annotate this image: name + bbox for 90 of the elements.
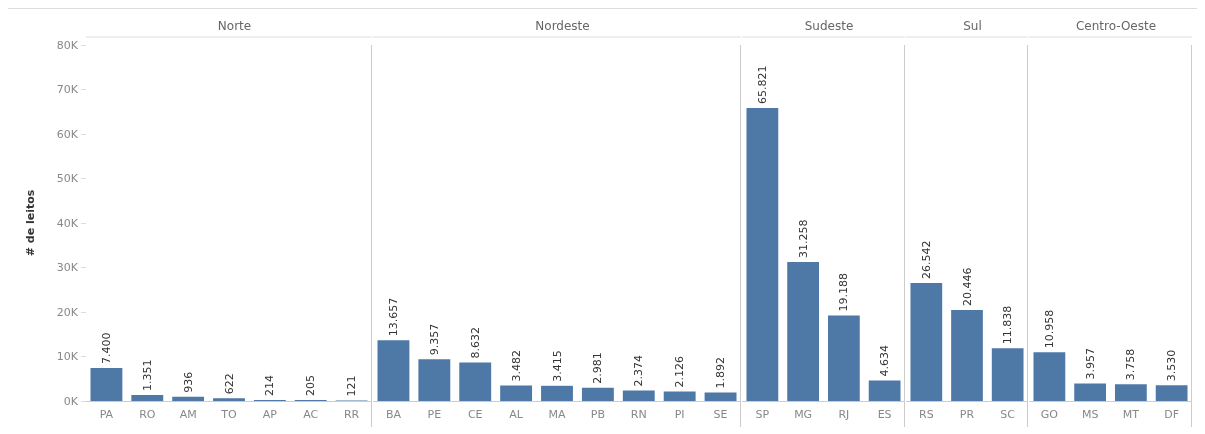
- bar: [418, 359, 451, 401]
- x-tick-label: MG: [794, 408, 813, 421]
- x-tick-label: MS: [1081, 408, 1099, 421]
- data-label: 31.258: [796, 219, 810, 258]
- data-label: 20.446: [960, 267, 974, 307]
- y-tick-label: 40K: [56, 216, 79, 230]
- x-tick-label: MT: [1122, 408, 1140, 421]
- chart-title: Centro-Oeste: [1075, 19, 1157, 33]
- data-label: 3.957: [1083, 347, 1097, 380]
- x-tick-label: PE: [427, 408, 442, 421]
- bar: [1114, 384, 1147, 401]
- x-tick-label: PI: [674, 408, 685, 421]
- bar: [541, 385, 573, 401]
- chart-title: Norte: [217, 19, 252, 33]
- bar: [377, 340, 410, 401]
- data-label: 3.482: [509, 350, 523, 382]
- x-tick-label: PB: [590, 408, 605, 421]
- chart-title: Sudeste: [804, 19, 854, 33]
- bar: [1155, 385, 1188, 401]
- x-tick-label: PR: [959, 408, 975, 421]
- bar: [90, 368, 123, 401]
- x-tick-label: RS: [919, 408, 934, 421]
- data-label: 7.400: [99, 332, 113, 365]
- data-label: 214: [263, 375, 277, 397]
- bar: [622, 390, 655, 401]
- bar: [827, 315, 860, 401]
- y-tick-label: 50K: [56, 172, 79, 185]
- bar: [213, 398, 245, 401]
- x-tick-label: SC: [1000, 408, 1016, 421]
- data-label: 205: [304, 375, 318, 397]
- data-label: 622: [222, 373, 236, 395]
- data-label: 65.821: [755, 65, 769, 105]
- bar: [1033, 352, 1066, 401]
- data-label: 3.758: [1124, 348, 1138, 381]
- x-tick-label: RN: [630, 408, 647, 421]
- y-tick-label: 20K: [56, 305, 79, 319]
- y-tick-label: 70K: [56, 83, 79, 96]
- x-tick-label: CE: [467, 408, 483, 421]
- bar: [746, 108, 779, 401]
- data-label: 26.542: [919, 240, 933, 279]
- data-label: 3.530: [1165, 349, 1179, 382]
- x-tick-label: AC: [303, 408, 319, 421]
- data-label: 1.351: [140, 359, 154, 391]
- x-tick-label: ES: [877, 408, 892, 421]
- x-tick-label: RR: [343, 408, 360, 421]
- x-tick-label: GO: [1040, 408, 1059, 421]
- x-tick-label: RJ: [838, 408, 850, 421]
- bar: [787, 261, 820, 401]
- bar: [581, 387, 614, 401]
- y-tick-label: 0K: [63, 394, 79, 408]
- x-tick-label: AL: [509, 408, 524, 421]
- y-axis-title: # de leitos: [24, 189, 37, 257]
- x-tick-label: BA: [385, 408, 402, 421]
- chart-title: Nordeste: [535, 19, 590, 33]
- bar: [663, 391, 696, 401]
- data-label: 9.357: [427, 323, 441, 356]
- data-label: 121: [345, 375, 359, 397]
- y-tick-label: 60K: [56, 127, 79, 141]
- x-tick-label: MA: [548, 408, 566, 421]
- x-tick-label: RO: [139, 408, 156, 421]
- data-label: 936: [181, 371, 195, 393]
- x-tick-label: PA: [99, 408, 114, 421]
- data-label: 4.634: [878, 344, 892, 377]
- data-label: 8.632: [468, 327, 482, 359]
- bar: [500, 385, 533, 401]
- x-tick-label: AP: [262, 408, 278, 421]
- bar: [172, 396, 205, 401]
- x-tick-label: TO: [220, 408, 238, 421]
- bar: [868, 380, 901, 401]
- y-tick-label: 80K: [56, 38, 79, 52]
- data-label: 3.415: [550, 350, 564, 382]
- chart-title: Sul: [963, 19, 982, 33]
- y-tick-label: 10K: [56, 350, 79, 363]
- x-tick-label: SE: [713, 408, 728, 421]
- data-label: 11.838: [1001, 305, 1015, 345]
- bar: [1074, 383, 1107, 401]
- data-label: 2.981: [591, 352, 605, 384]
- data-label: 2.126: [673, 356, 687, 388]
- x-tick-label: AM: [179, 408, 197, 421]
- data-label: 13.657: [386, 297, 400, 337]
- data-label: 19.188: [837, 273, 851, 312]
- x-tick-label: DF: [1164, 408, 1180, 421]
- data-label: 2.374: [632, 354, 646, 387]
- bar: [131, 394, 164, 401]
- x-tick-label: SP: [755, 408, 770, 421]
- data-label: 1.892: [714, 357, 728, 389]
- y-tick-label: 30K: [56, 261, 79, 274]
- bar: [704, 392, 737, 401]
- bar: [459, 362, 492, 401]
- data-label: 10.958: [1042, 309, 1056, 349]
